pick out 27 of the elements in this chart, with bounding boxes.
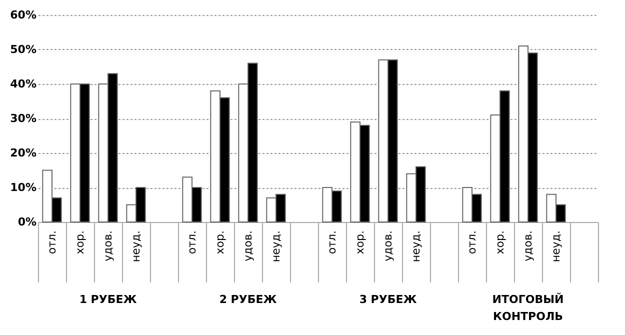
x-tick-label: неуд.	[270, 230, 282, 262]
text: 1 РУБЕЖ	[79, 293, 138, 306]
x-tick-label: отл.	[186, 230, 198, 254]
x-tick-label: удов.	[522, 230, 534, 262]
y-tick-label: 20%	[10, 146, 36, 160]
x-tick-label: удов.	[242, 230, 254, 262]
y-tick-label: 0%	[18, 216, 36, 228]
x-tick-label: хор.	[214, 230, 226, 254]
y-tick-label: 40%	[10, 78, 36, 90]
x-tick-label: неуд.	[550, 230, 562, 262]
y-tick-label: 60%	[10, 8, 36, 22]
x-tick-label: отл.	[466, 230, 478, 254]
x-tick-label: хор.	[74, 230, 86, 254]
text: 3 РУБЕЖ	[359, 293, 418, 306]
y-tick-label: 50%	[10, 43, 36, 56]
x-tick-label: отл.	[326, 230, 338, 254]
text: 2 РУБЕЖ	[219, 293, 278, 306]
x-tick-label: хор.	[494, 230, 506, 254]
x-tick-label: удов.	[102, 230, 114, 262]
x-tick-label: удов.	[382, 230, 394, 262]
y-tick-label: 30%	[10, 112, 36, 125]
x-tick-label: отл.	[46, 230, 58, 254]
x-tick-label: хор.	[354, 230, 366, 254]
x-tick-label: неуд.	[410, 230, 422, 262]
y-tick-label: 10%	[10, 181, 36, 194]
x-tick-label: неуд.	[130, 230, 142, 262]
text: ИТОГОВЫЙ КОНТРОЛЬ	[492, 292, 564, 323]
